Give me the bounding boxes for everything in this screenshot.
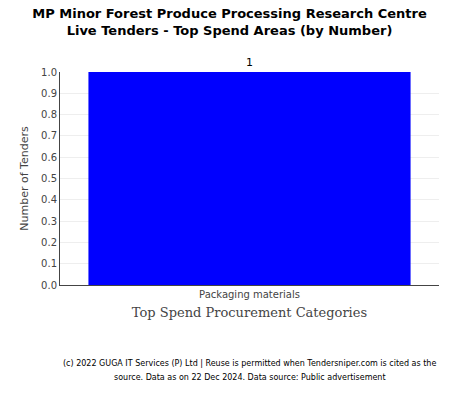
svg-text:0.9: 0.9 <box>41 88 57 99</box>
svg-text:source. Data as on 22 Dec 2024: source. Data as on 22 Dec 2024. Data sou… <box>114 373 386 382</box>
svg-text:0.5: 0.5 <box>41 173 57 184</box>
svg-text:0.8: 0.8 <box>41 109 57 120</box>
svg-text:0.4: 0.4 <box>41 194 57 205</box>
svg-text:Packaging materials: Packaging materials <box>199 289 300 300</box>
svg-text:1: 1 <box>246 56 253 69</box>
svg-text:1.0: 1.0 <box>41 67 57 78</box>
svg-text:MP Minor Forest Produce Proces: MP Minor Forest Produce Processing Resea… <box>32 6 427 38</box>
svg-text:0.1: 0.1 <box>41 258 57 269</box>
svg-text:0.0: 0.0 <box>41 280 57 291</box>
svg-text:0.2: 0.2 <box>41 237 57 248</box>
svg-text:0.6: 0.6 <box>41 152 57 163</box>
svg-text:(c) 2022 GUGA IT Services (P): (c) 2022 GUGA IT Services (P) Ltd | Reus… <box>63 359 436 368</box>
svg-text:0.3: 0.3 <box>41 216 57 227</box>
svg-text:Number of Tenders: Number of Tenders <box>18 126 31 231</box>
svg-text:Top Spend Procurement Categori: Top Spend Procurement Categories <box>132 305 367 320</box>
svg-text:0.7: 0.7 <box>41 130 57 141</box>
